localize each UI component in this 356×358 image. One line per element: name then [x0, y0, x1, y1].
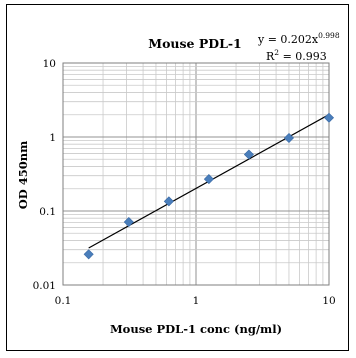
y-axis-label: OD 450nm — [16, 141, 30, 210]
tick-labels: 0.1 1 10 0.01 0.1 1 10 — [33, 58, 336, 307]
r-squared: R2 = 0.993 — [266, 48, 327, 63]
equation-exponent: 0.998 — [318, 31, 340, 40]
chart-title: Mouse PDL-1 — [148, 36, 242, 51]
x-tick-label: 0.1 — [55, 295, 72, 307]
data-point — [243, 149, 254, 160]
data-point — [163, 196, 174, 207]
data-point — [83, 249, 94, 260]
grid — [62, 62, 330, 286]
x-tick-label: 10 — [322, 295, 335, 307]
data-point — [203, 174, 214, 185]
y-tick-label: 0.1 — [39, 206, 56, 218]
data-points — [83, 112, 335, 260]
data-point — [123, 216, 134, 228]
trendline-equation: y = 0.202x0.998 — [257, 31, 340, 46]
x-axis-label: Mouse PDL-1 conc (ng/ml) — [110, 322, 282, 336]
plot-area-border — [62, 62, 330, 286]
y-tick-label: 0.01 — [33, 280, 56, 292]
equation-base: y = 0.202x — [257, 33, 319, 46]
data-point — [283, 132, 294, 144]
y-tick-label: 1 — [49, 132, 56, 144]
data-point — [323, 112, 335, 123]
x-tick-label: 1 — [193, 295, 200, 307]
y-tick-label: 10 — [43, 58, 56, 70]
